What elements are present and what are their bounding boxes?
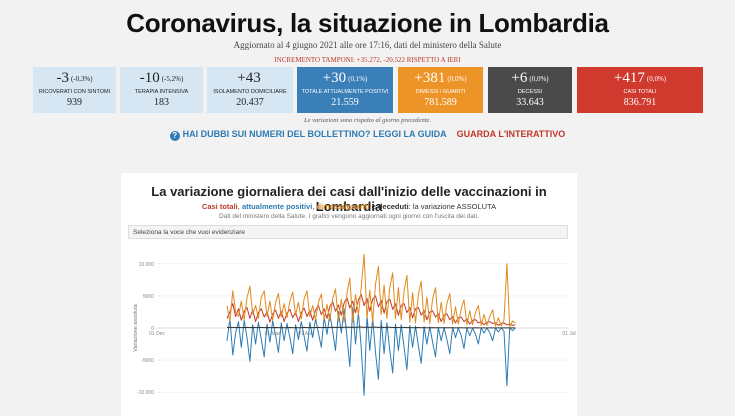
y-tick-label: -5000 xyxy=(141,358,154,364)
card-value: +30 xyxy=(322,70,347,86)
card-isolamento: +43 ISOLAMENTO DOMICILIARE 20.437 xyxy=(207,67,293,113)
x-tick-label: 01 Apr xyxy=(298,331,313,337)
y-tick-label: 0 xyxy=(151,326,154,332)
y-axis-label: Variazione assoluta xyxy=(133,303,139,352)
y-tick-label: 5000 xyxy=(143,294,154,300)
stats-cards: -3 (-0,3%) RICOVERATI CON SINTOMI 939 -10… xyxy=(33,67,703,113)
card-label: TERAPIA INTENSIVA xyxy=(134,88,189,95)
links-row: ? HAI DUBBI SUI NUMERI DEL BOLLETTINO? LE… xyxy=(0,129,735,141)
card-total: 33.643 xyxy=(516,96,544,108)
card-total: 21.559 xyxy=(331,96,359,108)
card-dimessi-guariti: +381 (0,0%) DIMESSI / GUARITI 781.589 xyxy=(398,67,483,113)
card-total: 781.589 xyxy=(424,96,457,108)
chart-title: La variazione giornaliera dei casi dall'… xyxy=(151,184,547,214)
x-tick-label: 01 Dec xyxy=(149,331,165,337)
card-label: CASI TOTALI xyxy=(623,88,657,95)
legend-dimessi: dimessi/guariti xyxy=(316,202,370,211)
card-pct: (0,0%) xyxy=(646,74,667,83)
card-total: 939 xyxy=(67,96,82,108)
card-terapia-intensiva: -10 (-5,2%) TERAPIA INTENSIVA 183 xyxy=(120,67,203,113)
page-title: Coronavirus, la situazione in Lombardia xyxy=(126,8,609,38)
card-pct: (-5,2%) xyxy=(161,74,184,83)
card-pct: (0,0%) xyxy=(529,74,549,83)
legend-suffix: : la variazione ASSOLUTA xyxy=(408,202,497,211)
card-casi-totali: +417 (0,0%) CASI TOTALI 836.791 xyxy=(577,67,703,113)
chart-legend: Casi totali, attualmente positivi, dimes… xyxy=(201,202,497,211)
y-tick-label: -10.000 xyxy=(137,390,154,396)
card-ricoverati: -3 (-0,3%) RICOVERATI CON SINTOMI 939 xyxy=(33,67,116,113)
card-pct: (0,0%) xyxy=(447,74,467,83)
card-value: -10 xyxy=(139,70,160,86)
card-label: TOTALE ATTUALMENTE POSITIVI xyxy=(301,88,389,95)
legend-casi-totali: Casi totali xyxy=(201,202,238,211)
card-value: +417 xyxy=(613,70,645,86)
card-pct: (0,1%) xyxy=(348,74,368,83)
series-line xyxy=(226,307,516,396)
series-line xyxy=(226,326,516,329)
card-label: DIMESSI / GUARITI xyxy=(415,88,466,95)
card-pct: (-0,3%) xyxy=(70,74,93,83)
series-line xyxy=(226,253,516,328)
update-subtitle: Aggiornato al 4 giugno 2021 alle ore 17:… xyxy=(233,40,502,50)
line-chart: 10.000 5000 0 -5000 -10.000 Variazione assolu… xyxy=(133,253,576,396)
card-total: 183 xyxy=(154,96,169,108)
card-value: +43 xyxy=(237,70,261,86)
x-tick-label: 01 Mar xyxy=(265,331,281,337)
card-total: 836.791 xyxy=(623,96,657,108)
legend-positivi: attualmente positivi xyxy=(241,202,313,211)
interactive-link[interactable]: GUARDA L'INTERATTIVO xyxy=(456,129,566,139)
card-decessi: +6 (0,0%) DECESSI 33.643 xyxy=(488,67,572,113)
card-attualmente-positivi: +30 (0,1%) TOTALE ATTUALMENTE POSITIVI 21… xyxy=(297,67,393,113)
card-label: ISOLAMENTO DOMICILIARE xyxy=(213,88,287,95)
card-value: -3 xyxy=(56,70,69,86)
card-label: RICOVERATI CON SINTOMI xyxy=(38,88,111,95)
series-select[interactable]: Seleziona la voce che vuoi evidenziare xyxy=(128,225,568,239)
y-tick-label: 10.000 xyxy=(139,262,155,268)
card-label: DECESSI xyxy=(517,88,543,95)
x-tick-label: 01 Jul xyxy=(562,331,575,337)
tamponi-delta: INCREMENTO TAMPONI: +35.272, -20.522 RIS… xyxy=(274,56,461,64)
card-value: +6 xyxy=(511,70,528,86)
question-icon[interactable]: ? xyxy=(169,131,180,141)
chart-panel: La variazione giornaliera dei casi dall'… xyxy=(121,173,577,416)
chart-source: Dati del ministero della Salute. I grafi… xyxy=(219,213,479,220)
card-value: +381 xyxy=(414,70,446,86)
legend-deceduti: deceduti xyxy=(377,202,409,211)
guide-link[interactable]: HAI DUBBI SUI NUMERI DEL BOLLETTINO? LEG… xyxy=(182,129,447,139)
variation-note: Le variazioni sono rispetto al giorno pr… xyxy=(303,117,432,124)
card-total: 20.437 xyxy=(236,96,264,108)
